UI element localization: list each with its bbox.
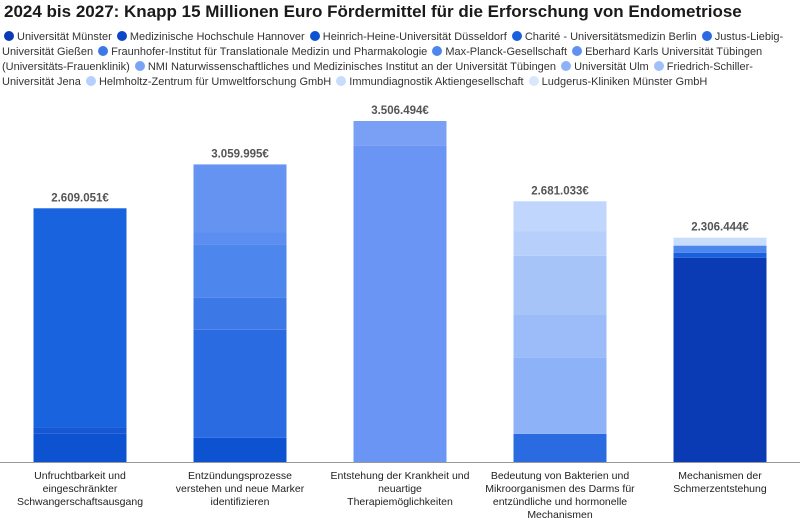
legend-label: Justus-Liebig-Universität Gießen: [2, 31, 784, 58]
legend-label: Fraunhofer-Institut für Translationale M…: [111, 46, 428, 58]
legend-label: Universität Münster: [17, 31, 112, 43]
legend-label: Heinrich-Heine-Universität Düsseldorf: [322, 31, 507, 43]
x-tick-label: Unfruchtbarkeit und eingeschränkter Schw…: [16, 470, 144, 508]
legend-label: Immundiagnostik Aktiengesellschaft: [349, 76, 524, 88]
bar-segment[interactable]: [193, 437, 287, 462]
legend-label: Ludgerus-Kliniken Münster GmbH: [541, 76, 708, 88]
legend-label: Universität Ulm: [574, 61, 649, 73]
bar-segment[interactable]: [33, 427, 127, 434]
bar-segment[interactable]: [513, 433, 607, 462]
x-tick-label: Entzündungsprozesse verstehen und neue M…: [175, 470, 305, 508]
bar-segment[interactable]: [673, 245, 767, 253]
legend-entry[interactable]: NMI Naturwissenschaftliches und Medizini…: [133, 61, 556, 73]
legend-entry[interactable]: Charité - Universitätsmedizin Berlin: [510, 31, 697, 43]
legend-swatch: [336, 76, 347, 86]
chart-title: 2024 bis 2027: Knapp 15 Millionen Euro F…: [4, 2, 742, 21]
bar-segment[interactable]: [513, 201, 607, 232]
bar-segment[interactable]: [193, 297, 287, 330]
chart-legend: Universität Münster Medizinische Hochsch…: [2, 30, 798, 90]
legend-label: Max-Planck-Gesellschaft: [445, 46, 567, 58]
legend-label: NMI Naturwissenschaftliches und Medizini…: [147, 61, 557, 73]
legend-entry[interactable]: Friedrich-Schiller-Universität Jena: [2, 61, 753, 88]
legend-entry[interactable]: Justus-Liebig-Universität Gießen: [2, 31, 783, 58]
legend-swatch: [98, 46, 109, 56]
legend-entry[interactable]: Medizinische Hochschule Hannover: [115, 31, 305, 43]
legend-swatch: [511, 31, 522, 41]
bar-total-label: 2.306.444€: [691, 222, 749, 234]
bar-segment[interactable]: [193, 164, 287, 233]
bar-segment[interactable]: [513, 231, 607, 256]
bar-segment[interactable]: [673, 252, 767, 258]
bar-total-label: 2.681.033€: [531, 185, 589, 197]
legend-entry[interactable]: Max-Planck-Gesellschaft: [430, 46, 567, 58]
legend-entry[interactable]: Eberhard Karls Universität Tübingen (Uni…: [2, 46, 762, 73]
bar-total-label: 3.506.494€: [371, 105, 429, 117]
x-tick-label: Mechanismen der Schmerzentstehung: [673, 470, 767, 495]
legend-entry[interactable]: Universität Münster: [2, 31, 112, 43]
legend-swatch: [116, 31, 127, 41]
bar-segment[interactable]: [673, 257, 767, 462]
bar-total-label: 3.059.995€: [211, 148, 269, 160]
legend-swatch: [653, 61, 664, 71]
bar-total-label: 2.609.051€: [51, 192, 109, 204]
legend-swatch: [4, 31, 14, 41]
legend-entry[interactable]: Ludgerus-Kliniken Münster GmbH: [527, 76, 708, 88]
bar-segment[interactable]: [193, 244, 287, 298]
legend-entry[interactable]: Fraunhofer-Institut für Translationale M…: [96, 46, 427, 58]
bar-segment[interactable]: [193, 329, 287, 438]
bar-segment[interactable]: [513, 357, 607, 434]
legend-entry[interactable]: Immundiagnostik Aktiengesellschaft: [334, 76, 524, 88]
legend-swatch: [134, 61, 145, 71]
legend-swatch: [572, 46, 583, 56]
legend-swatch: [432, 46, 443, 56]
legend-entry[interactable]: Heinrich-Heine-Universität Düsseldorf: [308, 31, 507, 43]
legend-swatch: [528, 76, 539, 86]
bar-segment[interactable]: [33, 208, 127, 428]
legend-swatch: [701, 31, 712, 41]
bar-segment[interactable]: [33, 433, 127, 462]
x-tick-label: Bedeutung von Bakterien und Mikroorganis…: [485, 470, 635, 521]
bar-segment[interactable]: [513, 314, 607, 358]
legend-label: Eberhard Karls Universität Tübingen (Uni…: [2, 46, 763, 73]
x-tick-label: Entstehung der Krankheit und neuartige T…: [330, 470, 470, 508]
legend-label: Medizinische Hochschule Hannover: [129, 31, 305, 43]
legend-label: Helmholtz-Zentrum für Umweltforschung Gm…: [98, 76, 332, 88]
bar-segment[interactable]: [353, 121, 447, 146]
bar-segment[interactable]: [353, 145, 447, 463]
legend-entry[interactable]: Helmholtz-Zentrum für Umweltforschung Gm…: [84, 76, 331, 88]
legend-label: Charité - Universitätsmedizin Berlin: [524, 31, 697, 43]
legend-swatch: [309, 31, 320, 41]
bar-segment[interactable]: [513, 255, 607, 315]
legend-label: Friedrich-Schiller-Universität Jena: [2, 61, 753, 88]
legend-swatch: [85, 76, 96, 86]
legend-swatch: [561, 61, 572, 71]
bar-segment[interactable]: [673, 237, 767, 246]
legend-entry[interactable]: Universität Ulm: [559, 61, 649, 73]
bar-segment[interactable]: [193, 232, 287, 245]
